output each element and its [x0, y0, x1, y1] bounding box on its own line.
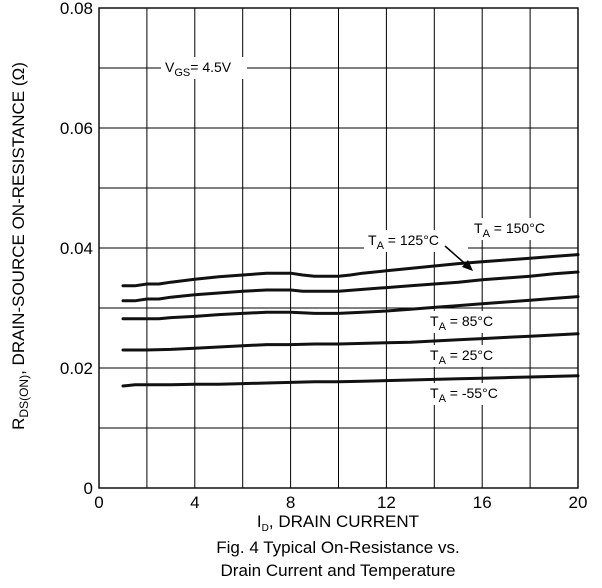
annotation-layer: VGS= 4.5V TA = 150°C TA = 125°C TA = 85°C TA…: [161, 57, 574, 405]
series-label--55c: TA = -55°C: [430, 385, 498, 405]
plot-frame: [98, 7, 579, 489]
grid-layer: [99, 8, 578, 488]
series-label-85c: TA = 85°C: [430, 313, 493, 333]
y-axis-title-rest: , DRAIN-SOURCE ON-RESISTANCE (Ω): [9, 62, 28, 375]
series-label-85c-bg: [426, 311, 518, 333]
x-tick-label: 12: [377, 493, 396, 512]
x-tick-label: 0: [94, 493, 103, 512]
x-tick-label: 4: [190, 493, 199, 512]
figure-caption-line-1: Fig. 4 Typical On-Resistance vs.: [216, 538, 459, 557]
series-label-125c: TA = 125°C: [368, 232, 439, 252]
series-line: [121, 270, 580, 303]
x-tick-label: 16: [473, 493, 492, 512]
figure-caption-line-2: Drain Current and Temperature: [221, 561, 456, 580]
series-line: [121, 332, 580, 352]
curve-layer: [121, 253, 580, 388]
y-axis-title-sub: DS(ON): [17, 375, 31, 418]
x-tick-label: 20: [569, 493, 588, 512]
vgs-label: VGS= 4.5V: [165, 59, 232, 79]
series-line: [121, 295, 580, 321]
series-label-150c-bg: [470, 218, 574, 240]
x-tick-label: 8: [286, 493, 295, 512]
series-line: [121, 253, 580, 288]
tick-label-layer: 0 4 8 12 16 20 0 0.02 0.04 0.06 0.08: [60, 0, 588, 512]
y-tick-label: 0: [84, 479, 93, 498]
x-axis-title-main: I: [257, 512, 262, 531]
y-tick-label: 0.06: [60, 119, 93, 138]
y-tick-label: 0.02: [60, 359, 93, 378]
series-label-125c-bg: [364, 230, 468, 252]
series-label-150c: TA = 150°C: [474, 220, 545, 240]
y-tick-label: 0.04: [60, 239, 93, 258]
series-label--55c-bg: [426, 383, 524, 405]
series-line: [121, 374, 580, 388]
y-axis-title: RDS(ON), DRAIN-SOURCE ON-RESISTANCE (Ω): [9, 62, 31, 430]
series-label-25c-bg: [426, 345, 518, 367]
y-tick-label: 0.08: [60, 0, 93, 18]
x-axis-title-sub: D: [262, 523, 269, 534]
x-axis-title-rest: , DRAIN CURRENT: [269, 512, 419, 531]
annotation-arrowhead: [462, 260, 473, 271]
y-axis-title-main: R: [9, 418, 28, 430]
x-axis-title: ID, DRAIN CURRENT: [257, 512, 419, 534]
vgs-label-bg: [161, 57, 247, 79]
series-label-25c: TA = 25°C: [430, 347, 493, 367]
